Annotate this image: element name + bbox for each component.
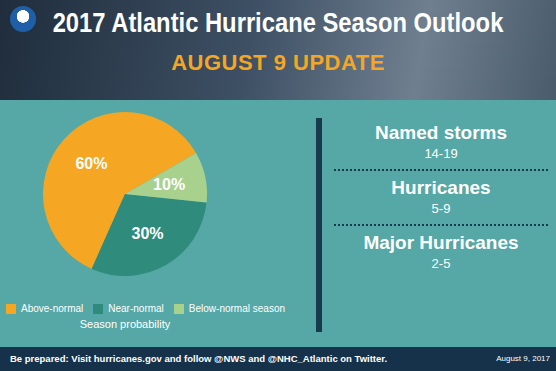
- html-text:Below-normal season: Below-normal season: [188, 303, 285, 314]
- html-text:Be prepared: Visit hurricanes.: Be prepared: Visit hurricanes.gov and fo…: [10, 353, 388, 364]
- svg-text:60%: 60%: [75, 155, 107, 172]
- html-text:August 9, 2017: August 9, 2017: [496, 354, 550, 363]
- html-text:Major Hurricanes: Major Hurricanes: [363, 232, 519, 253]
- html-text:Season probability: Season probability: [79, 318, 171, 330]
- html-text:2-5: 2-5: [431, 256, 451, 271]
- html-text:14-19: 14-19: [424, 146, 458, 161]
- html-text:Near-normal: Near-normal: [108, 303, 164, 314]
- html-text:2017 Atlantic Hurricane Season: 2017 Atlantic Hurricane Season Outlook: [52, 8, 504, 38]
- html-text:Named storms: Named storms: [375, 122, 507, 143]
- svg-text:10%: 10%: [153, 176, 185, 193]
- html-text:5-9: 5-9: [431, 201, 451, 216]
- html-text:Hurricanes: Hurricanes: [391, 177, 491, 198]
- html-text:Above-normal: Above-normal: [21, 303, 84, 314]
- svg-text:30%: 30%: [132, 225, 164, 242]
- html-text:AUGUST 9 UPDATE: AUGUST 9 UPDATE: [171, 50, 385, 75]
